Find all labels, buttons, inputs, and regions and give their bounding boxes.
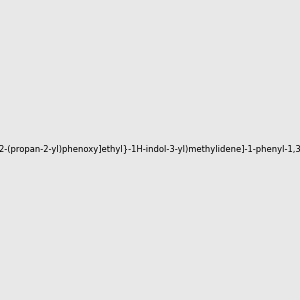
Text: (3E)-3-[(1-{2-[5-methyl-2-(propan-2-yl)phenoxy]ethyl}-1H-indol-3-yl)methylidene]: (3E)-3-[(1-{2-[5-methyl-2-(propan-2-yl)p… (0, 146, 300, 154)
